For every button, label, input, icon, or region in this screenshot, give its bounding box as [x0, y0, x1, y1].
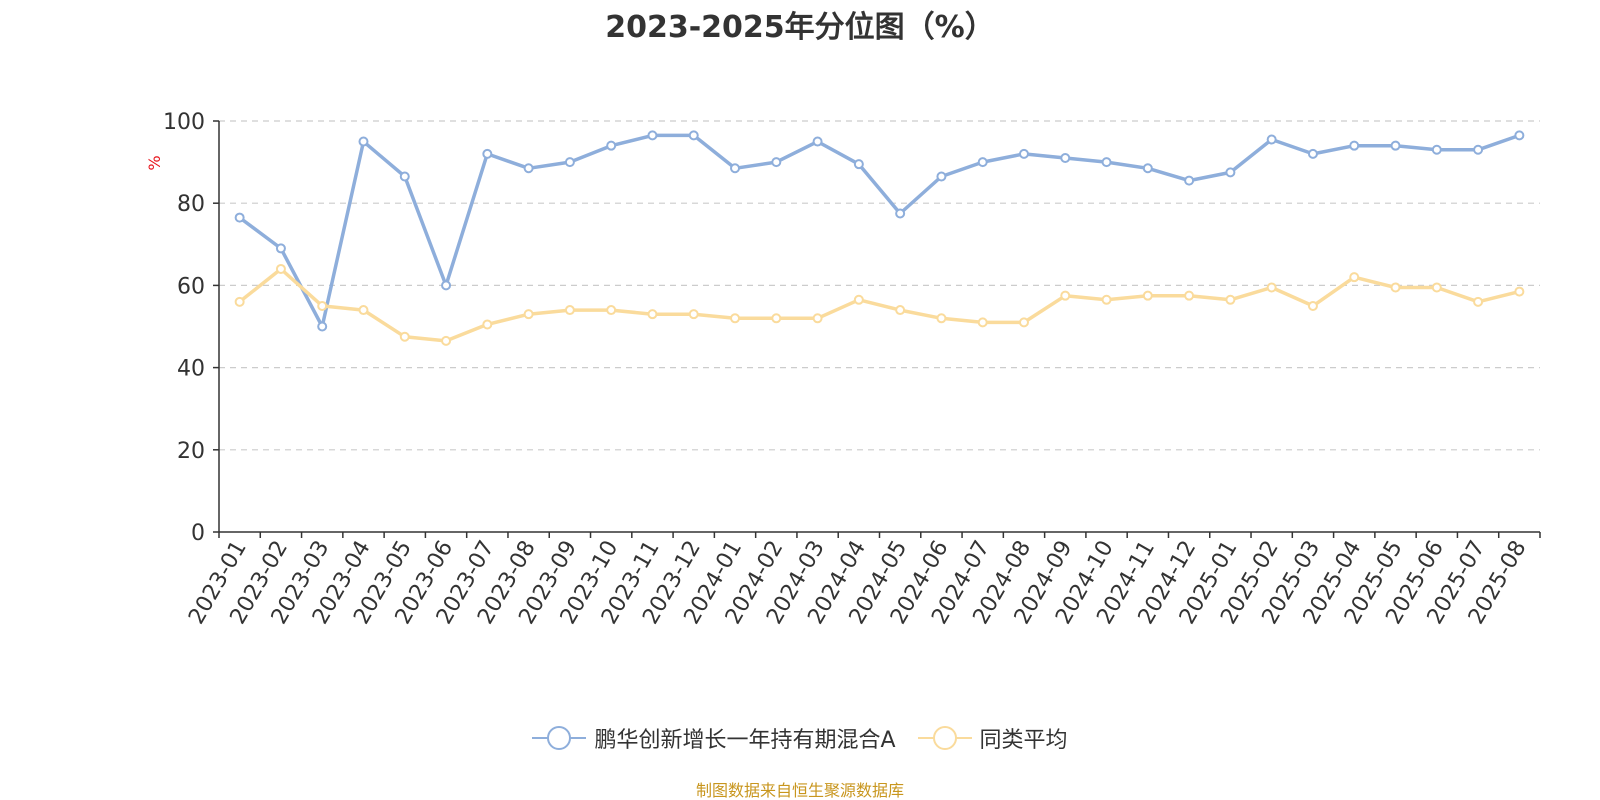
data-point-series-1[interactable] — [399, 171, 410, 182]
data-point-series-2[interactable] — [1473, 296, 1484, 307]
y-axis-label: % — [145, 155, 164, 170]
data-point-series-1[interactable] — [275, 243, 286, 254]
data-point-series-1[interactable] — [1349, 140, 1360, 151]
y-tick-label: 40 — [177, 357, 205, 382]
data-source-note: 制图数据来自恒生聚源数据库 — [695, 781, 904, 800]
data-point-series-1[interactable] — [1473, 144, 1484, 155]
data-point-series-2[interactable] — [1431, 282, 1442, 293]
data-point-series-1[interactable] — [441, 280, 452, 291]
data-point-series-2[interactable] — [688, 309, 699, 320]
data-point-series-1[interactable] — [1018, 148, 1029, 159]
y-tick-label: 100 — [163, 110, 205, 135]
data-point-series-2[interactable] — [1266, 282, 1277, 293]
y-ticks: 0 20 40 60 80 100 — [163, 110, 219, 546]
y-tick-label: 80 — [177, 192, 205, 217]
data-point-series-1[interactable] — [812, 136, 823, 147]
data-point-series-2[interactable] — [1142, 290, 1153, 301]
data-point-series-2[interactable] — [977, 317, 988, 328]
data-point-series-1[interactable] — [1431, 144, 1442, 155]
legend-label-series-2: 同类平均 — [979, 728, 1068, 753]
chart-title: 2023-2025年分位图（%） — [605, 10, 995, 45]
series-line-2 — [238, 267, 1520, 343]
data-point-series-2[interactable] — [730, 313, 741, 324]
legend-item-series-2[interactable]: 同类平均 — [917, 722, 1068, 754]
data-point-series-1[interactable] — [564, 157, 575, 168]
data-point-series-1[interactable] — [1101, 157, 1112, 168]
y-tick-label: 0 — [191, 521, 205, 546]
legend: 鹏华创新增长一年持有期混合A 同类平均 — [0, 722, 1600, 754]
data-point-series-1[interactable] — [1390, 140, 1401, 151]
data-point-series-2[interactable] — [523, 309, 534, 320]
data-point-series-2[interactable] — [771, 313, 782, 324]
data-point-series-1[interactable] — [936, 171, 947, 182]
data-point-series-2[interactable] — [1060, 290, 1071, 301]
data-point-series-2[interactable] — [275, 263, 286, 274]
grid-lines — [219, 120, 1540, 451]
y-tick-label: 60 — [177, 274, 205, 299]
data-point-series-2[interactable] — [606, 305, 617, 316]
data-point-series-2[interactable] — [1225, 294, 1236, 305]
data-point-series-1[interactable] — [523, 163, 534, 174]
data-point-series-1[interactable] — [1266, 134, 1277, 145]
legend-symbol-series-2 — [917, 726, 972, 750]
data-point-series-1[interactable] — [1060, 152, 1071, 163]
data-point-series-2[interactable] — [1018, 317, 1029, 328]
data-point-series-2[interactable] — [358, 305, 369, 316]
data-point-series-1[interactable] — [977, 157, 988, 168]
data-point-series-1[interactable] — [853, 159, 864, 170]
data-point-series-1[interactable] — [1225, 167, 1236, 178]
data-point-series-2[interactable] — [1101, 294, 1112, 305]
data-point-series-1[interactable] — [317, 321, 328, 332]
data-point-series-1[interactable] — [1184, 175, 1195, 186]
data-point-series-2[interactable] — [853, 294, 864, 305]
data-point-series-1[interactable] — [1307, 148, 1318, 159]
y-tick-label: 20 — [177, 439, 205, 464]
series-group — [234, 130, 1525, 346]
data-point-series-2[interactable] — [317, 300, 328, 311]
data-point-series-1[interactable] — [234, 212, 245, 223]
data-point-series-1[interactable] — [358, 136, 369, 147]
data-point-series-2[interactable] — [1184, 290, 1195, 301]
data-point-series-2[interactable] — [399, 331, 410, 342]
x-ticks: 2023-012023-022023-032023-042023-052023-… — [184, 532, 1541, 629]
data-point-series-1[interactable] — [647, 130, 658, 141]
data-point-series-2[interactable] — [234, 296, 245, 307]
data-point-series-1[interactable] — [606, 140, 617, 151]
data-point-series-2[interactable] — [564, 305, 575, 316]
data-point-series-1[interactable] — [482, 148, 493, 159]
data-point-series-2[interactable] — [441, 335, 452, 346]
data-point-series-2[interactable] — [936, 313, 947, 324]
data-point-series-2[interactable] — [1514, 286, 1525, 297]
data-point-series-1[interactable] — [1142, 163, 1153, 174]
data-point-series-1[interactable] — [771, 157, 782, 168]
data-point-series-2[interactable] — [1390, 282, 1401, 293]
legend-symbol-series-1 — [532, 726, 587, 750]
axes — [218, 121, 1540, 533]
data-point-series-1[interactable] — [895, 208, 906, 219]
data-point-series-2[interactable] — [1307, 300, 1318, 311]
data-point-series-1[interactable] — [688, 130, 699, 141]
data-point-series-2[interactable] — [482, 319, 493, 330]
data-point-series-1[interactable] — [730, 163, 741, 174]
data-point-series-2[interactable] — [895, 305, 906, 316]
data-point-series-1[interactable] — [1514, 130, 1525, 141]
legend-label-series-1: 鹏华创新增长一年持有期混合A — [594, 728, 896, 753]
series-line-1 — [238, 133, 1520, 329]
data-point-series-2[interactable] — [812, 313, 823, 324]
legend-item-series-1[interactable]: 鹏华创新增长一年持有期混合A — [532, 722, 896, 754]
data-point-series-2[interactable] — [647, 309, 658, 320]
data-point-series-2[interactable] — [1349, 272, 1360, 283]
